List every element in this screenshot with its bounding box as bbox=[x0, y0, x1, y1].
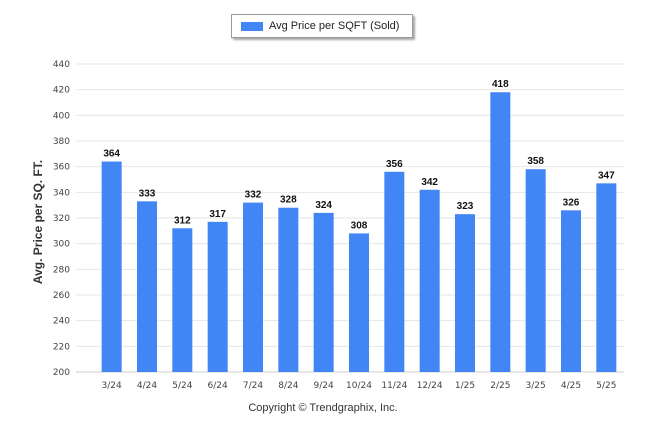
data-label: 342 bbox=[421, 177, 438, 188]
y-tick-label: 240 bbox=[53, 317, 70, 327]
x-tick-label: 5/25 bbox=[596, 381, 616, 391]
data-label: 317 bbox=[209, 209, 226, 220]
copyright-text: Copyright © Trendgraphix, Inc. bbox=[248, 402, 398, 414]
bar bbox=[419, 189, 440, 372]
bar bbox=[596, 183, 617, 372]
data-label: 418 bbox=[492, 79, 509, 90]
y-tick-label: 340 bbox=[53, 188, 70, 198]
y-axis-label: Avg. Price per SQ. FT. bbox=[31, 160, 45, 284]
x-tick-label: 3/25 bbox=[526, 381, 546, 391]
data-label: 333 bbox=[139, 188, 156, 199]
chart-legend: Avg Price per SQFT (Sold) bbox=[231, 14, 413, 38]
data-label: 332 bbox=[245, 190, 262, 201]
y-tick-label: 280 bbox=[53, 265, 70, 275]
x-tick-label: 6/24 bbox=[208, 381, 228, 391]
bar bbox=[455, 214, 475, 372]
bar-chart: 200220240260280300320340360380400420440 … bbox=[31, 60, 624, 391]
data-labels: 364 333 312 317 332 328 324 308 356 342 323 418 358 3… bbox=[103, 79, 615, 231]
data-label: 364 bbox=[103, 149, 120, 160]
x-tick-label: 4/24 bbox=[137, 381, 157, 391]
x-tick-label: 2/25 bbox=[490, 381, 510, 391]
data-label: 347 bbox=[598, 170, 615, 181]
y-tick-label: 440 bbox=[53, 60, 70, 70]
legend-label: Avg Price per SQFT (Sold) bbox=[269, 20, 400, 32]
x-axis-ticks: 3/24 4/24 5/24 6/24 7/24 8/24 9/24 10/24 11/24 12… bbox=[102, 381, 617, 391]
x-tick-label: 9/24 bbox=[314, 381, 334, 391]
data-label: 326 bbox=[563, 197, 580, 208]
data-label: 328 bbox=[280, 195, 297, 206]
y-tick-label: 420 bbox=[53, 86, 70, 96]
bar bbox=[561, 210, 581, 372]
data-label: 312 bbox=[174, 215, 191, 226]
x-tick-label: 5/24 bbox=[172, 381, 192, 391]
bar bbox=[313, 212, 334, 372]
bar bbox=[278, 207, 299, 372]
y-tick-label: 220 bbox=[53, 342, 70, 352]
bar bbox=[349, 233, 369, 372]
legend-swatch bbox=[241, 21, 263, 31]
x-tick-label: 7/24 bbox=[243, 381, 263, 391]
bars bbox=[101, 92, 617, 372]
x-tick-label: 11/24 bbox=[381, 381, 407, 391]
y-tick-label: 320 bbox=[53, 214, 70, 224]
bar bbox=[207, 221, 228, 372]
y-tick-label: 400 bbox=[53, 111, 70, 121]
y-tick-label: 300 bbox=[53, 240, 70, 250]
data-label: 358 bbox=[527, 156, 544, 167]
bar bbox=[137, 201, 157, 372]
x-tick-label: 4/25 bbox=[561, 381, 581, 391]
y-tick-label: 380 bbox=[53, 137, 70, 147]
bar bbox=[525, 169, 546, 372]
data-label: 356 bbox=[386, 159, 403, 170]
data-label: 324 bbox=[315, 200, 332, 211]
y-tick-label: 360 bbox=[53, 163, 70, 173]
y-tick-label: 260 bbox=[53, 291, 70, 301]
bar bbox=[384, 171, 405, 372]
bar bbox=[172, 228, 193, 372]
data-label: 323 bbox=[457, 201, 474, 212]
data-label: 308 bbox=[351, 220, 368, 231]
x-tick-label: 3/24 bbox=[102, 381, 122, 391]
bar bbox=[243, 202, 263, 372]
y-tick-label: 200 bbox=[53, 368, 70, 378]
x-tick-label: 8/24 bbox=[278, 381, 298, 391]
x-tick-label: 10/24 bbox=[346, 381, 372, 391]
bar bbox=[101, 161, 122, 372]
bar bbox=[490, 92, 511, 372]
x-tick-label: 1/25 bbox=[455, 381, 475, 391]
x-tick-label: 12/24 bbox=[417, 381, 443, 391]
y-axis-ticks: 200 220 240 260 280 300 320 340 360 380 400 420 440 bbox=[53, 60, 70, 378]
